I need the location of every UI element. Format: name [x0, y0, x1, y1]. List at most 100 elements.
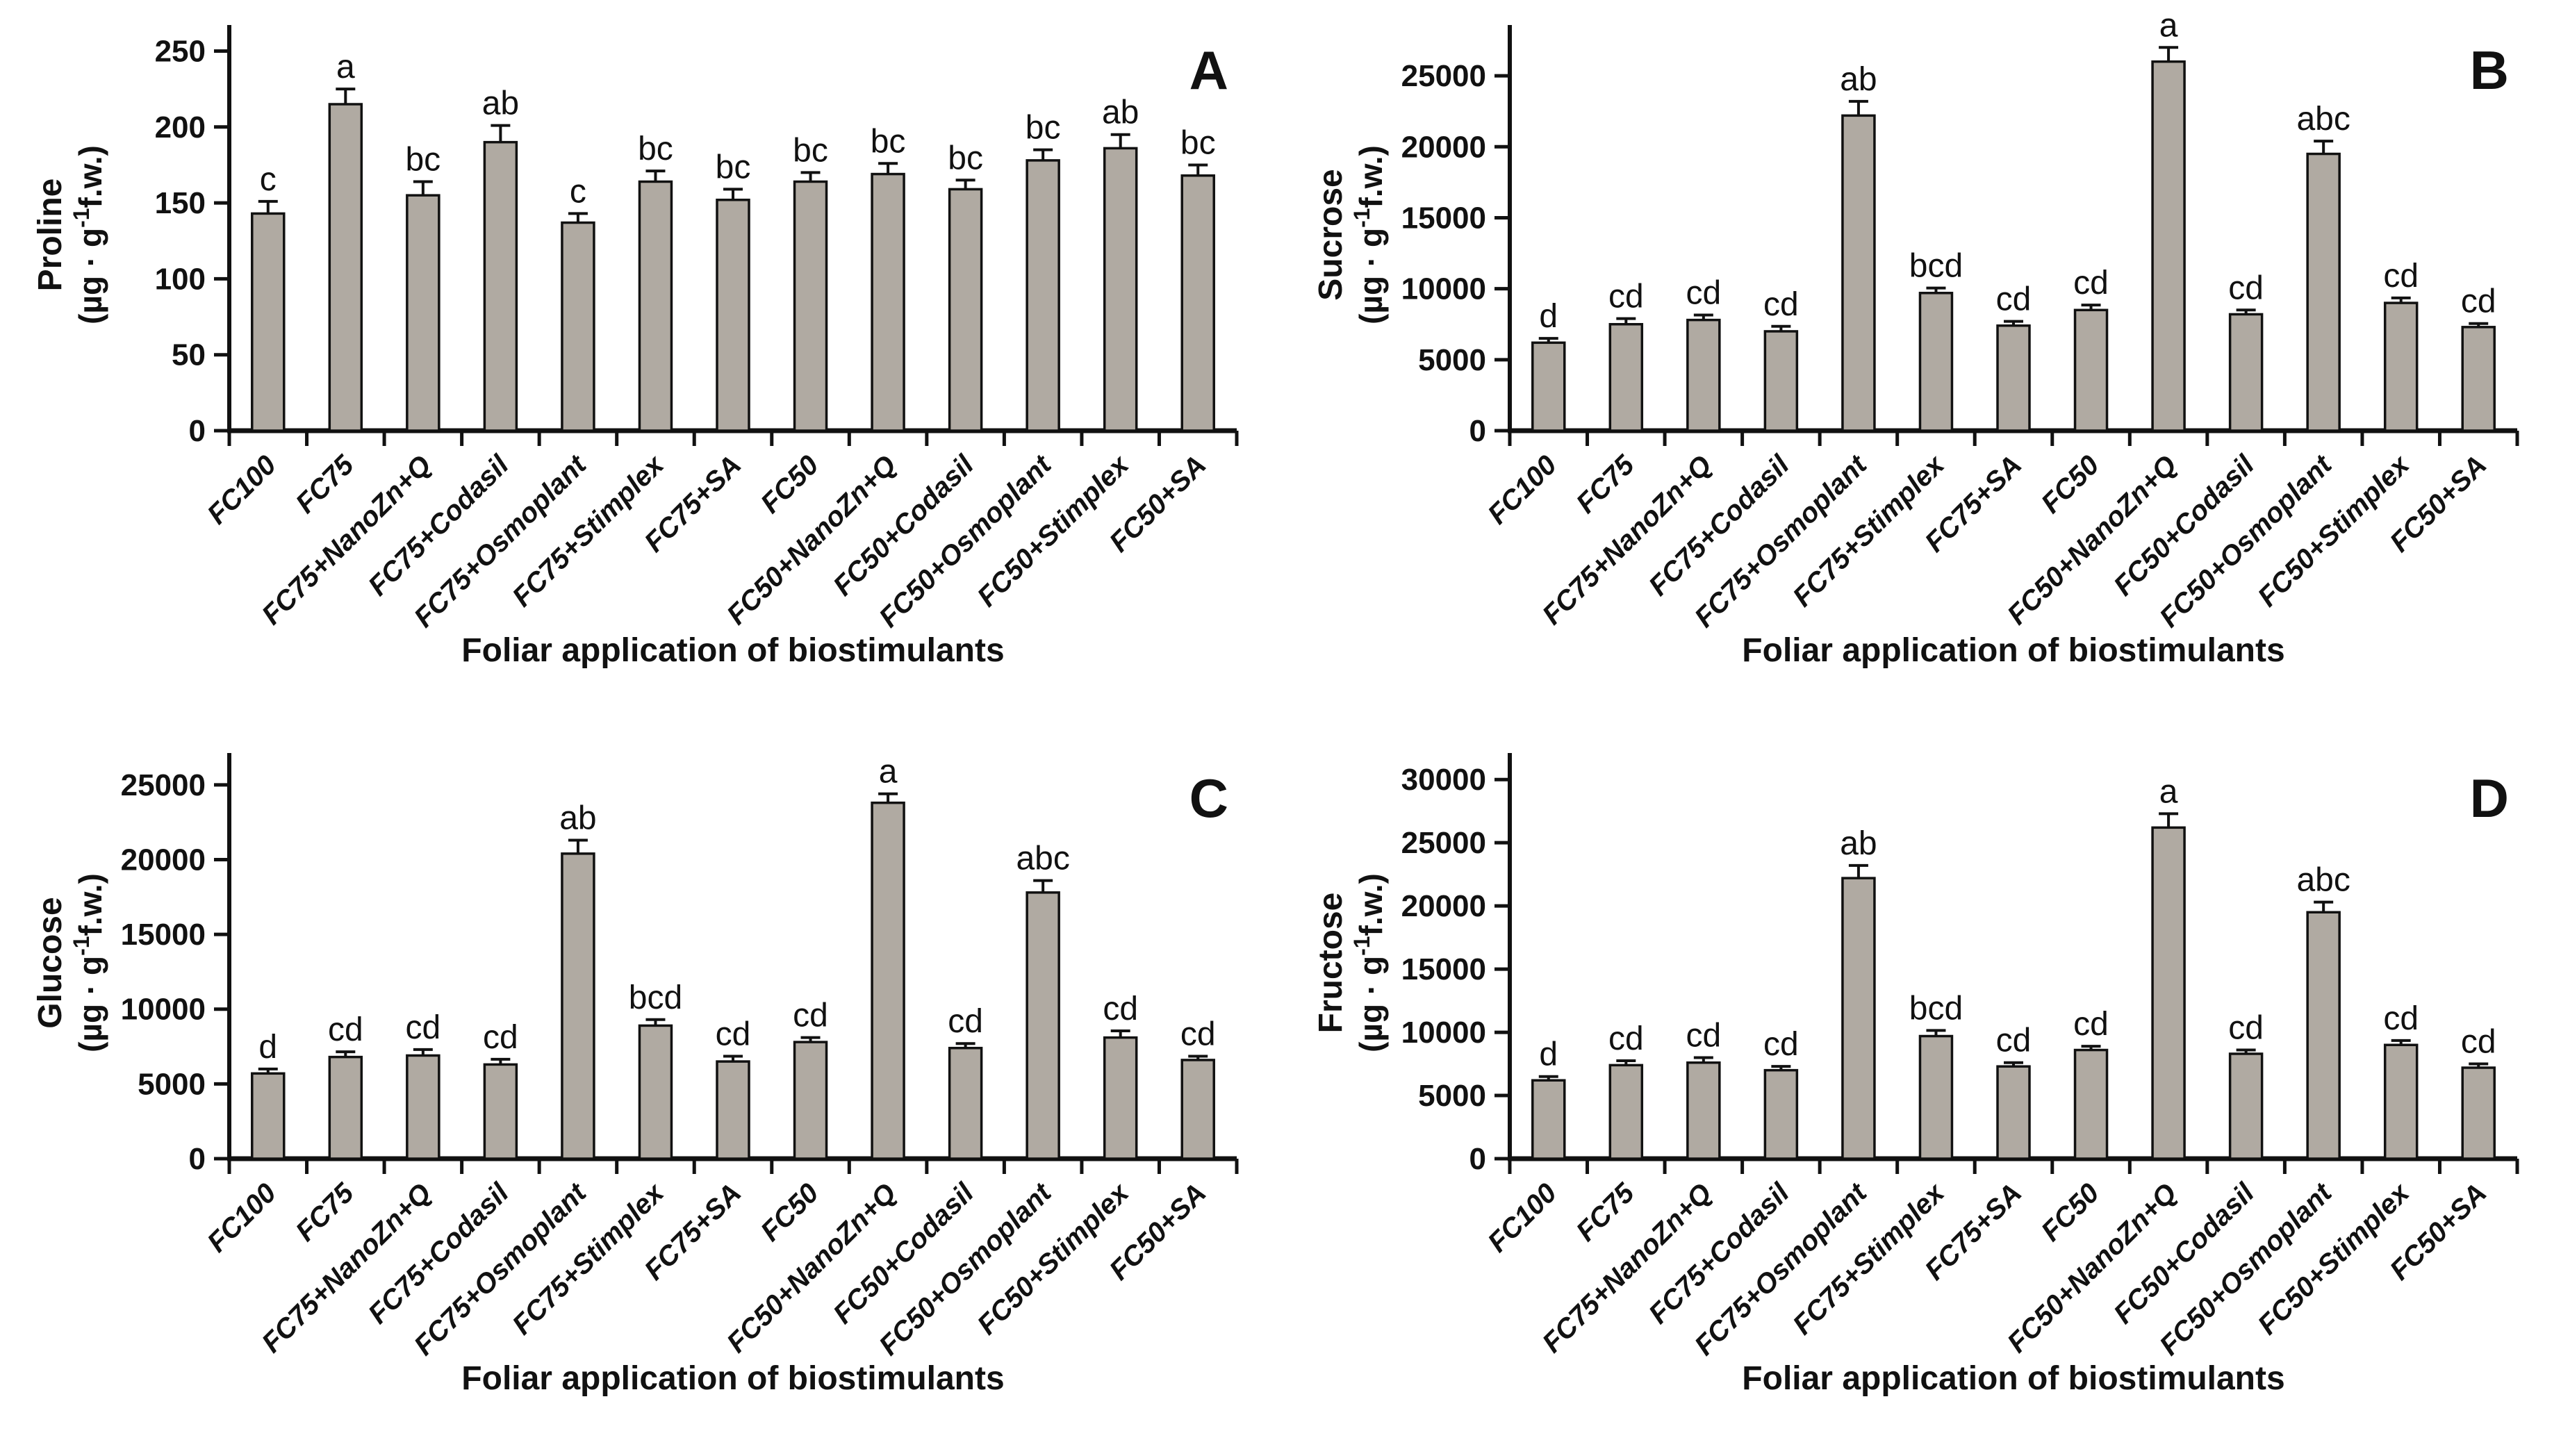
x-tick-label: FC75+Codasil	[1643, 449, 1796, 602]
bar	[2461, 1066, 2496, 1160]
bar	[1531, 1079, 1566, 1160]
bar	[1026, 159, 1060, 432]
bar	[1686, 318, 1721, 432]
significance-letter: cd	[483, 1019, 518, 1056]
significance-letter: a	[2159, 773, 2178, 810]
bar-chart-C: 0 5000 10000 15000 20000 25000 d FC100 cd FC75 cd F…	[32, 753, 1239, 1397]
y-axis-unit: (µg · g-1f.w.)	[1349, 873, 1389, 1052]
bar	[2383, 1043, 2419, 1160]
y-tick-label: 10000	[1401, 272, 1486, 306]
bar	[483, 140, 518, 432]
significance-letter: cd	[1996, 281, 2032, 318]
significance-letter: ab	[482, 85, 519, 122]
bar	[2228, 1052, 2264, 1160]
x-axis-title: Foliar application of biostimulants	[461, 632, 1004, 669]
bar	[1763, 1068, 1799, 1160]
y-tick-label: 15000	[1401, 952, 1486, 986]
significance-letter: cd	[2228, 270, 2264, 306]
bar	[1918, 292, 1954, 432]
bar	[2306, 911, 2341, 1160]
chart-panel-b: 0 5000 10000 15000 20000 25000 d FC100 cd FC75 cd F…	[1280, 0, 2561, 728]
y-tick-label: 5000	[1418, 343, 1486, 377]
significance-letter: d	[1539, 1036, 1558, 1073]
x-tick-label: FC50	[2036, 449, 2105, 519]
x-tick-label: FC50+Codasil	[2108, 1177, 2261, 1330]
significance-letter: cd	[1608, 279, 1644, 315]
bar	[1026, 891, 1060, 1160]
significance-letter: cd	[1996, 1023, 2032, 1059]
panel-letter: C	[1189, 768, 1228, 829]
x-tick-label: FC75+Codasil	[1643, 1177, 1796, 1330]
bar	[1686, 1061, 1721, 1160]
significance-letter: cd	[948, 1003, 983, 1040]
significance-letter: cd	[1103, 991, 1138, 1027]
y-tick-label: 0	[1469, 1142, 1486, 1176]
x-tick-label: FC75	[290, 449, 360, 520]
x-axis-title: Foliar application of biostimulants	[1742, 632, 2284, 669]
bar	[1841, 877, 1876, 1160]
significance-letter: d	[258, 1029, 277, 1066]
bar	[328, 103, 363, 432]
significance-letter: bcd	[1909, 990, 1963, 1027]
bar	[251, 1072, 286, 1160]
significance-letter: a	[2159, 7, 2178, 44]
significance-letter: abc	[2296, 101, 2350, 138]
y-tick-label: 20000	[121, 843, 206, 877]
significance-letter: cd	[2461, 1024, 2496, 1061]
significance-letter: bc	[793, 132, 828, 169]
bar	[2228, 313, 2264, 432]
bar	[1996, 324, 2031, 432]
x-tick-label: FC75+Codasil	[363, 1177, 516, 1330]
significance-letter: cd	[2383, 1000, 2419, 1037]
bar	[251, 212, 286, 432]
y-tick-label: 0	[189, 414, 206, 448]
x-tick-label: FC50+Codasil	[827, 1177, 980, 1330]
x-tick-label: FC50+Codasil	[827, 449, 980, 602]
bar	[1996, 1065, 2031, 1160]
chart-panel-d: 0 5000 10000 15000 20000 25000 30000 d FC100 cd FC…	[1280, 728, 2561, 1456]
bar	[2073, 1048, 2109, 1160]
y-axis-title: Glucose	[32, 897, 69, 1028]
significance-letter: cd	[2383, 258, 2419, 295]
y-tick-label: 25000	[1401, 59, 1486, 93]
x-tick-label: FC50	[755, 449, 825, 519]
significance-letter: bc	[1026, 110, 1061, 147]
bar-chart-B: 0 5000 10000 15000 20000 25000 d FC100 cd FC75 cd F…	[1312, 7, 2519, 669]
y-tick-label: 100	[155, 262, 206, 296]
y-axis-unit: (µg · g-1f.w.)	[1349, 145, 1389, 324]
panel-letter: B	[2470, 40, 2509, 101]
y-axis-title: Sucrose	[1312, 169, 1349, 300]
significance-letter: c	[260, 161, 277, 198]
significance-letter: cd	[1686, 1017, 1721, 1054]
y-tick-label: 150	[155, 186, 206, 220]
significance-letter: abc	[2296, 862, 2350, 899]
bar	[793, 180, 828, 432]
significance-letter: d	[1539, 298, 1558, 335]
bar	[2151, 60, 2186, 432]
y-tick-label: 15000	[1401, 201, 1486, 235]
x-tick-label: FC50+Codasil	[2108, 449, 2261, 602]
panel-letter: A	[1189, 40, 1228, 101]
panel-letter: D	[2470, 768, 2509, 829]
bar	[561, 221, 595, 432]
x-tick-label: FC50	[755, 1177, 825, 1247]
bar	[871, 172, 905, 432]
bar	[1608, 322, 1644, 432]
y-tick-label: 20000	[1401, 130, 1486, 164]
bar	[1608, 1064, 1644, 1160]
significance-letter: cd	[716, 1016, 751, 1053]
x-tick-label: FC75+Codasil	[363, 449, 516, 602]
bar-chart-A: 050100150200250cFC100aFC75bcFC75+NanoZn+…	[32, 25, 1239, 669]
y-axis-unit: (µg · g-1f.w.)	[69, 873, 108, 1052]
significance-letter: bc	[1180, 124, 1216, 161]
significance-letter: abc	[1016, 841, 1069, 877]
y-tick-label: 50	[172, 338, 206, 372]
x-tick-label: FC100	[201, 1177, 282, 1258]
significance-letter: ab	[1840, 825, 1877, 862]
significance-letter: bcd	[1909, 248, 1963, 285]
x-tick-label: FC100	[1482, 449, 1563, 530]
significance-letter: cd	[405, 1009, 440, 1046]
bar	[2306, 152, 2341, 432]
y-tick-label: 25000	[121, 768, 206, 802]
